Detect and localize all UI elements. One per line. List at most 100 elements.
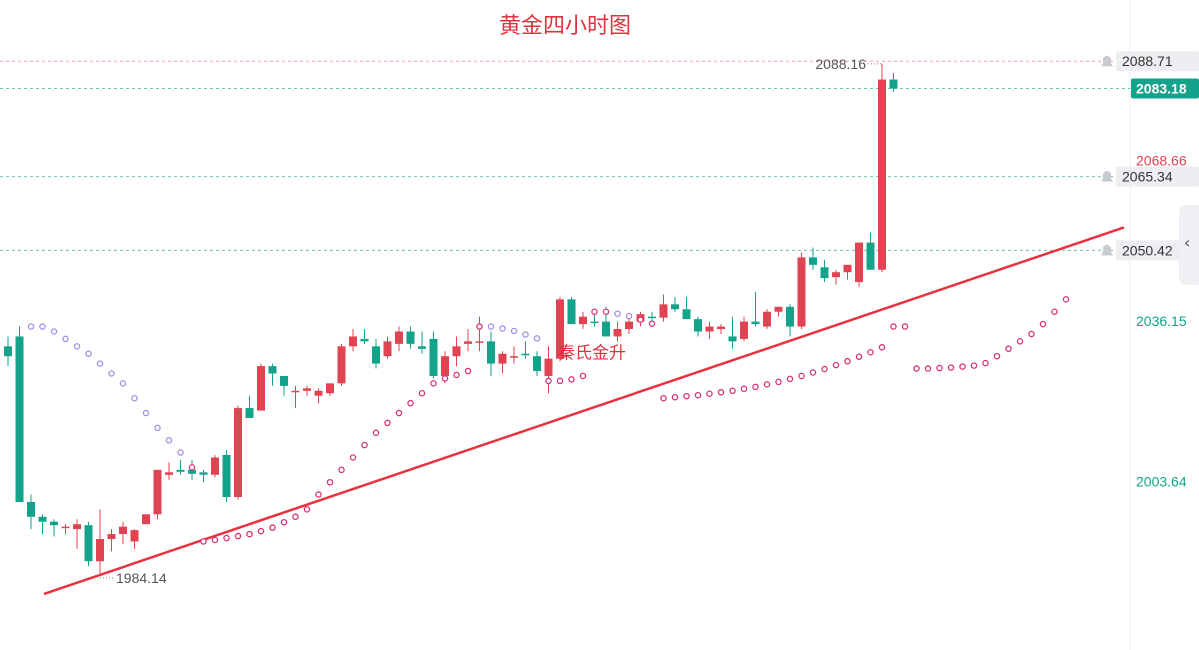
candle-body <box>487 341 495 364</box>
candle-body <box>142 514 150 525</box>
sar-dot <box>372 429 380 437</box>
candle <box>498 351 507 374</box>
candle-body <box>510 356 518 358</box>
candle-body <box>73 524 81 530</box>
candle-body <box>199 472 208 475</box>
candle <box>567 296 576 325</box>
candle-body <box>96 539 104 562</box>
candle-body <box>613 329 622 337</box>
sar-dot <box>96 360 104 367</box>
sar-dot <box>464 367 472 375</box>
candle <box>452 336 461 367</box>
candle-body <box>809 257 817 265</box>
candle <box>107 529 116 552</box>
candle-body <box>659 304 668 318</box>
candle <box>211 455 219 478</box>
sar-dot <box>407 399 414 407</box>
candle-body <box>234 408 242 498</box>
sar-dot <box>786 375 794 383</box>
candle-body <box>383 341 392 357</box>
sar-dot <box>280 518 288 526</box>
sar-dot <box>671 393 679 401</box>
sar-dot <box>993 352 1001 360</box>
candle-body <box>395 331 403 344</box>
sar-dot <box>913 365 920 372</box>
price-axis-tick: 2036.15 <box>1136 313 1187 329</box>
candle-body <box>61 526 70 529</box>
sar-dot <box>453 371 460 379</box>
sar-dot <box>648 320 656 327</box>
candle <box>751 291 760 327</box>
candle <box>579 311 587 330</box>
sar-dot <box>1062 296 1070 303</box>
candle-body <box>648 316 656 319</box>
candle <box>510 346 518 364</box>
candle-body <box>728 336 737 342</box>
sar-dot <box>775 378 782 386</box>
sar-dot <box>809 369 817 376</box>
sar-dot <box>855 353 863 360</box>
candle <box>705 321 714 339</box>
sar-dot <box>62 335 69 343</box>
sar-dot <box>27 323 35 330</box>
candle <box>50 519 58 537</box>
sar-dot <box>878 344 886 351</box>
sar-dot <box>936 364 943 372</box>
candle <box>487 331 495 376</box>
candle <box>395 326 403 352</box>
candle-body <box>521 353 530 356</box>
candle-body <box>119 526 127 535</box>
sar-dot <box>579 372 587 380</box>
candle-body <box>268 366 277 374</box>
candle-body <box>406 331 415 344</box>
candle <box>349 329 357 352</box>
sar-dot <box>154 424 161 432</box>
sar-dot <box>361 441 368 449</box>
sar-dot <box>729 387 736 395</box>
candle <box>429 331 438 379</box>
current-price-tag <box>1131 78 1199 99</box>
sar-dot <box>487 323 495 330</box>
candle-body <box>590 321 599 324</box>
candle <box>820 259 829 283</box>
sar-dot <box>1028 330 1035 338</box>
candle-body <box>326 383 334 394</box>
candle-body <box>153 469 162 515</box>
sar-dot <box>269 524 276 531</box>
sar-dot <box>246 530 253 538</box>
candle-body <box>671 304 679 310</box>
candle <box>153 469 162 520</box>
candle <box>866 232 875 270</box>
sar-dot <box>740 385 748 393</box>
candle <box>406 326 415 349</box>
candle-body <box>176 469 185 472</box>
candle-body <box>188 469 196 474</box>
candle-body <box>303 388 311 391</box>
collapse-panel-tab[interactable]: ‹ <box>1179 205 1199 285</box>
alert-tag-bg <box>1116 166 1199 187</box>
candle-body <box>27 501 35 517</box>
sar-dot <box>556 377 564 385</box>
candle <box>613 321 622 342</box>
candle-body <box>245 408 254 418</box>
sar-dot <box>683 392 690 400</box>
candle <box>303 385 311 396</box>
candle <box>176 459 185 475</box>
candle-body <box>866 242 875 270</box>
sar-dot <box>614 310 621 317</box>
sar-dot <box>924 365 932 372</box>
sar-dot <box>223 534 230 542</box>
candle <box>786 304 794 337</box>
sar-dot <box>510 327 518 335</box>
sar-dot <box>1005 345 1012 353</box>
candle-body <box>602 321 610 337</box>
candle <box>878 63 886 273</box>
sar-dot <box>131 394 138 402</box>
sar-dot <box>844 357 851 365</box>
candle <box>38 514 47 535</box>
candle-body <box>372 346 380 364</box>
candle <box>625 316 633 334</box>
candle <box>372 338 380 369</box>
sar-dot <box>50 328 58 335</box>
candle-body <box>556 299 564 359</box>
